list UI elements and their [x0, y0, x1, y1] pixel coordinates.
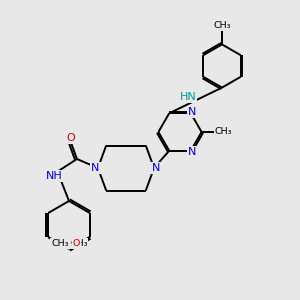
Text: CH₃: CH₃ [70, 239, 88, 248]
Text: N: N [92, 163, 100, 173]
Text: HN: HN [180, 92, 196, 102]
Text: O: O [73, 239, 80, 248]
Text: CH₃: CH₃ [51, 239, 68, 248]
Text: CH₃: CH₃ [213, 21, 231, 30]
Text: N: N [188, 107, 196, 117]
Text: N: N [188, 147, 196, 157]
Text: CH₃: CH₃ [214, 128, 232, 136]
Text: O: O [58, 239, 65, 248]
Text: O: O [67, 133, 75, 143]
Text: N: N [152, 163, 160, 173]
Text: NH: NH [46, 171, 62, 181]
